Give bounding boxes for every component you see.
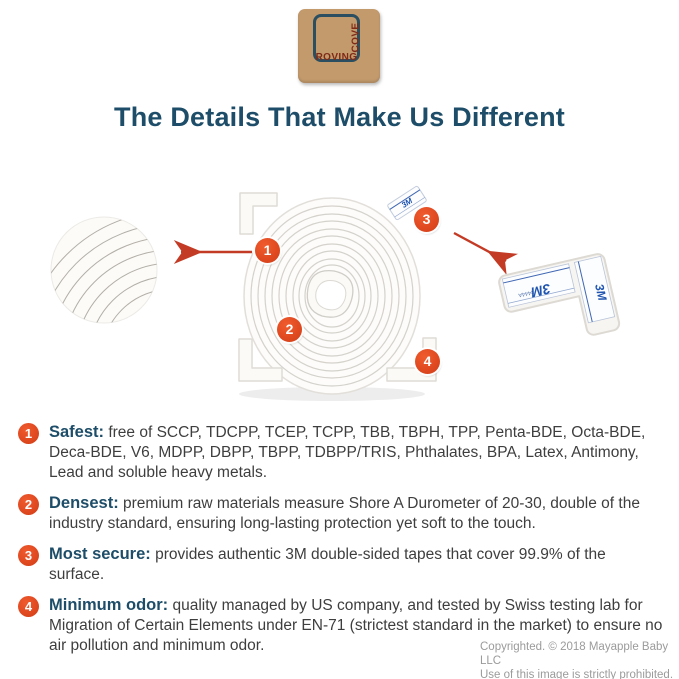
tape-code: 3444A [517,288,534,297]
feature-item-safest: 1 Safest: free of SCCP, TDCPP, TCEP, TCP… [18,422,666,483]
tape-3m-logo-horizontal: 3M [529,281,552,301]
arrow-to-corner [453,231,519,275]
corner-cushion-top-left [239,192,278,235]
feature-body: provides authentic 3M double-sided tapes… [49,546,606,583]
copyright-notice: Copyrighted. © 2018 Mayapple Baby LLC Us… [480,640,679,679]
feature-item-minimum-odor: 4 Minimum odor: quality managed by US co… [18,595,666,656]
logo-brand-word-side: COVE [350,22,362,53]
feature-title: Safest: [49,423,105,441]
copyright-line-1: Copyrighted. © 2018 Mayapple Baby LLC [480,641,669,667]
feature-body: premium raw materials measure Shore A Du… [49,495,640,532]
feature-badge-2: 2 [18,494,39,515]
feature-body: free of SCCP, TDCPP, TCEP, TCPP, TBB, TB… [49,424,646,481]
product-diagram: 3M 3M 3444A 3M [0,172,679,410]
tape-3m-logo-vertical: 3M [592,283,610,303]
feature-item-most-secure: 3 Most secure: provides authentic 3M dou… [18,544,666,585]
feature-title: Minimum odor: [49,596,169,614]
copyright-line-2: Use of this image is strictly prohibited… [480,669,674,679]
brand-logo: ROVING COVE [298,9,380,83]
callout-badge-4: 4 [415,349,440,374]
callout-badge-1: 1 [255,238,280,263]
corner-cushion-bottom-left [238,338,283,382]
feature-text: Minimum odor: quality managed by US comp… [49,595,663,656]
logo-brand-word-bottom: ROVING [315,52,358,63]
page-title: The Details That Make Us Different [114,102,565,132]
feature-badge-4: 4 [18,596,39,617]
foam-texture-closeup [50,216,158,324]
feature-list: 1 Safest: free of SCCP, TDCPP, TCEP, TCP… [18,422,666,666]
callout-badge-3: 3 [414,207,439,232]
tape-piece-small: 3M [387,185,427,221]
feature-item-densest: 2 Densest: premium raw materials measure… [18,493,666,534]
product-diagram-art: 3M 3M 3444A 3M [50,185,621,401]
feature-text: Most secure: provides authentic 3M doubl… [49,544,663,585]
feature-title: Most secure: [49,545,151,563]
corner-protector-with-tape: 3M 3444A 3M [498,253,621,336]
foam-roll [243,197,421,395]
feature-body: quality managed by US company, and teste… [49,597,663,654]
feature-title: Densest: [49,494,119,512]
feature-text: Safest: free of SCCP, TDCPP, TCEP, TCPP,… [49,422,663,483]
logo-frame [313,14,360,62]
callout-badge-2: 2 [277,317,302,342]
feature-badge-1: 1 [18,423,39,444]
feature-badge-3: 3 [18,545,39,566]
feature-text: Densest: premium raw materials measure S… [49,493,663,534]
